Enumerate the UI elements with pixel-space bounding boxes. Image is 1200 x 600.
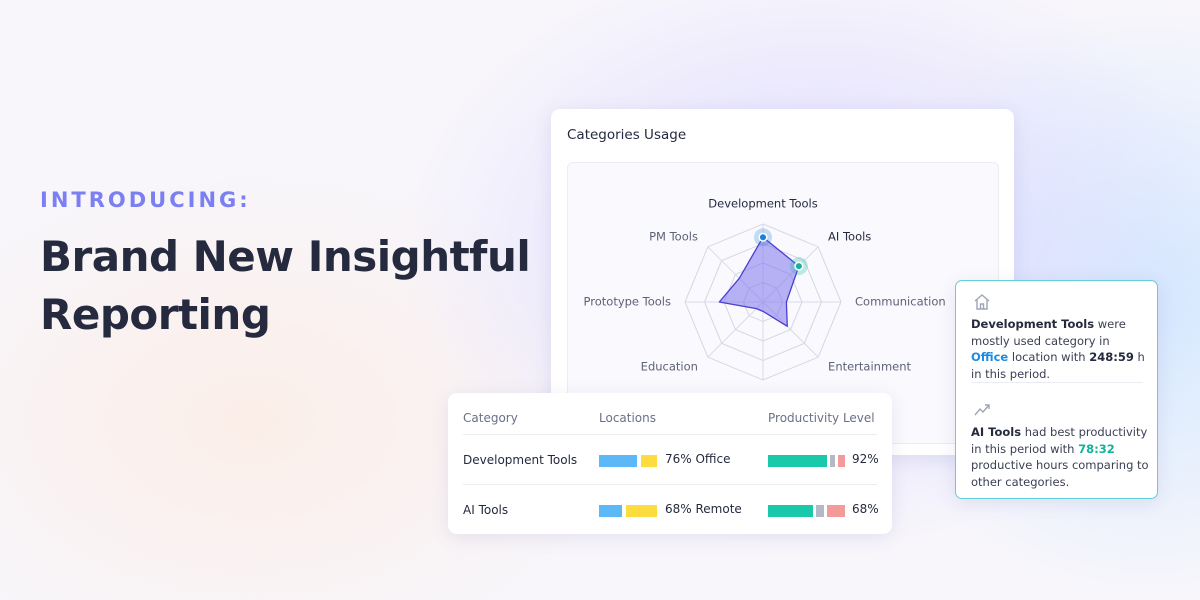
insight-text: Development Tools were mostly used categ… (971, 316, 1149, 382)
axis-label: Prototype Tools (584, 295, 671, 309)
table-header: Productivity Level (768, 411, 875, 425)
insight-fragment: 78:32 (1078, 441, 1115, 456)
headline: Reporting (40, 290, 271, 339)
highlight-point (758, 232, 768, 242)
insight-fragment: had best productivity in this period wit… (971, 425, 1148, 456)
grid-ring (684, 223, 842, 381)
bar-segment (625, 505, 657, 517)
insight-fragment: 248:59 (1089, 350, 1134, 364)
axis-label: PM Tools (649, 229, 698, 243)
grid-ring (723, 262, 803, 342)
location-label: 76% Office (665, 452, 731, 466)
bar-segment (827, 505, 845, 517)
bar-segment (640, 455, 657, 467)
axis-label: Education (641, 360, 698, 374)
home-icon (974, 294, 990, 310)
eyebrow: INTRODUCING: (40, 188, 251, 212)
table-header: Category (463, 411, 518, 425)
chart-title: Categories Usage (567, 127, 687, 143)
location-label: 68% Remote (665, 502, 742, 516)
productivity-label: 68% (852, 502, 879, 516)
bar-segment (829, 455, 835, 467)
bar-segment (815, 505, 825, 517)
bar-segment (837, 455, 845, 467)
category-cell: Development Tools (463, 453, 578, 467)
insight-fragment: AI Tools (971, 425, 1022, 439)
divider (971, 382, 1143, 383)
category-cell: AI Tools (463, 503, 509, 517)
insight-fragment: h in this period. (971, 350, 1145, 381)
bar-segment (768, 505, 813, 517)
insight-fragment: Development Tools (971, 317, 1095, 331)
divider (463, 434, 877, 435)
grid-ring (703, 242, 823, 362)
insight-fragment: were mostly used category in (971, 317, 1126, 348)
insight-fragment: productive hours comparing to other cate… (971, 458, 1149, 489)
insight-text: AI Tools had best productivity in this p… (971, 424, 1149, 490)
table-header: Locations (599, 411, 657, 425)
radar-area (718, 236, 800, 327)
trend-icon (974, 404, 990, 416)
headline: Brand New Insightful (40, 232, 531, 281)
table-card: Category Locations Productivity Level De… (448, 393, 892, 534)
bar-segment (599, 505, 622, 517)
axis-label: AI Tools (828, 229, 871, 243)
radar-chart: Development Tools AI Tools Communication En… (584, 197, 946, 381)
divider (463, 484, 877, 485)
productivity-label: 92% (852, 452, 879, 466)
axis-label: Entertainment (828, 360, 911, 374)
insight-fragment: Office (971, 350, 1009, 364)
axis-label: Development Tools (708, 197, 817, 211)
insight-fragment: location with (1008, 350, 1090, 364)
bar-segment (768, 455, 827, 467)
axis-label: Communication (855, 295, 946, 309)
insight-card: Development Tools were mostly used categ… (955, 280, 1158, 499)
bar-segment (599, 455, 637, 467)
highlight-point (794, 261, 804, 271)
